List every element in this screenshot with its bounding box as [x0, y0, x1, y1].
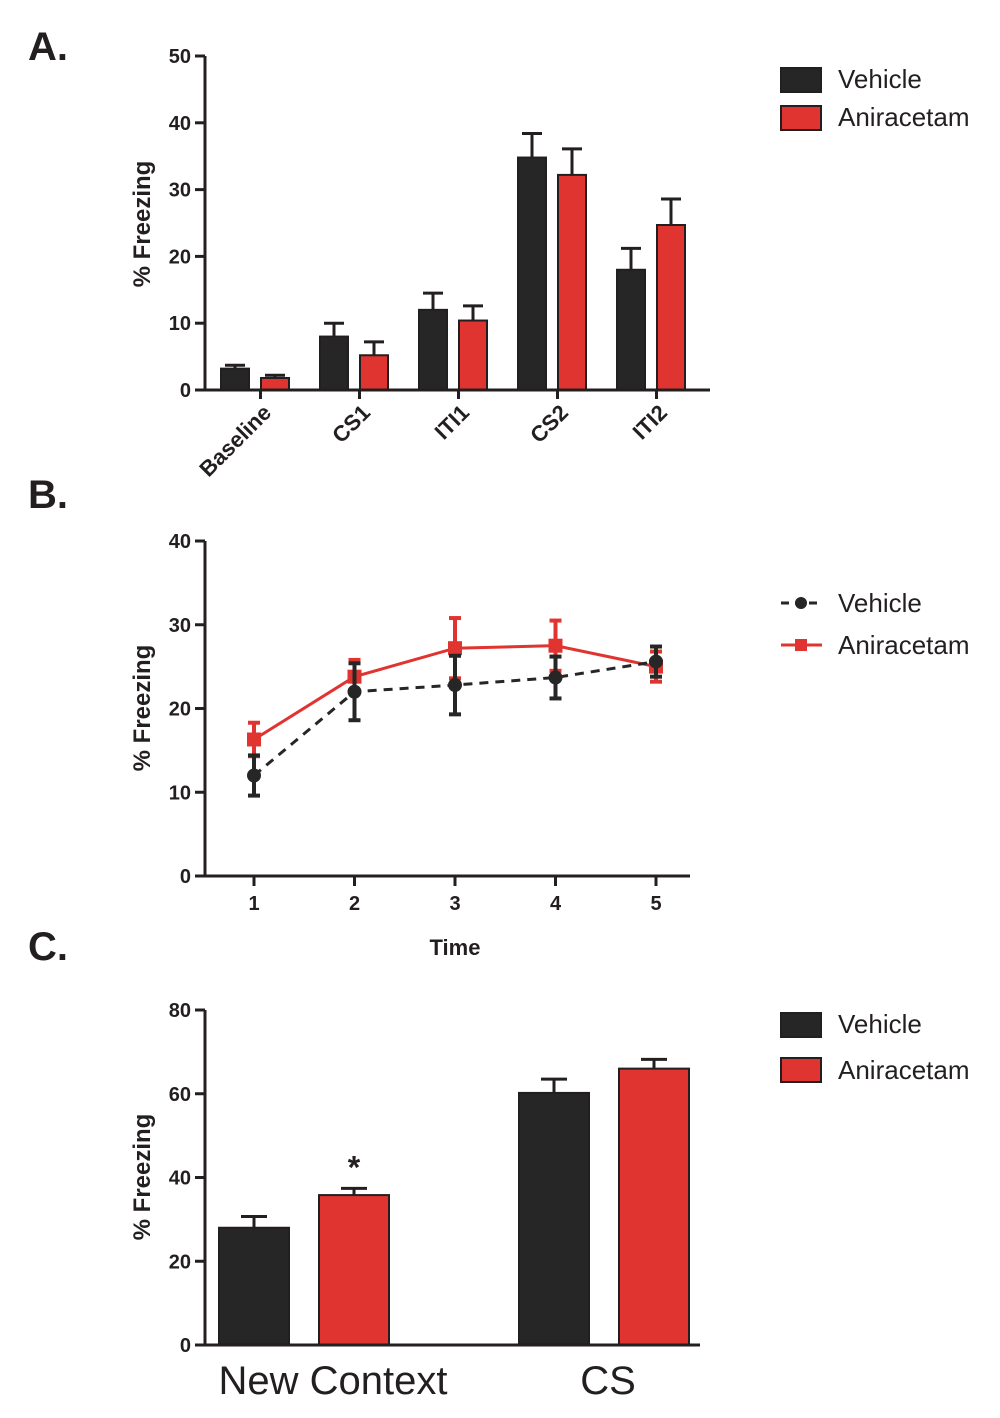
panel-c-x-tick-label-new-context: New Context: [219, 1359, 448, 1403]
panel-b-legend-label-aniracetam: Aniracetam: [838, 630, 970, 660]
panel-b-y-tick-label-0: 0: [180, 866, 191, 888]
panel-b-letter: B.: [28, 473, 68, 517]
panel-b-point-vehicle-4: [548, 670, 563, 685]
panel-c-legend-swatch-vehicle: [780, 1012, 822, 1038]
panel-a-bar-aniracetam-iti2: [656, 224, 686, 391]
panel-b-x-tick-label-3: 3: [449, 893, 460, 915]
panel-c-y-tick-label-0: 0: [180, 1335, 191, 1357]
panel-a-y-tick-label-30: 30: [169, 180, 191, 202]
panel-a-x-tick-label-baseline: Baseline: [194, 400, 276, 482]
panel-a-x-tick-label-iti2: ITI2: [628, 400, 672, 444]
panel-a-bar-vehicle-cs1: [319, 335, 349, 391]
panel-a-bar-vehicle-iti1: [418, 308, 448, 391]
panel-b-point-aniracetam-3: [448, 641, 462, 656]
panel-a-legend-label-vehicle: Vehicle: [838, 64, 922, 94]
panel-a-y-tick-label-0: 0: [180, 380, 191, 402]
panel-c-y-axis-label: % Freezing: [129, 1114, 156, 1241]
panel-c-letter: C.: [28, 925, 68, 969]
panel-a-plot-area: 0 10 20 30 40 50 Baseline CS1 ITI1 CS2 ITI2: [169, 46, 710, 482]
panel-a: A. % Freezing 0 10 20 30 40 50 Baseline CS1 ITI1…: [28, 25, 970, 482]
panel-b: B. % Freezing Time 0 10 20 30 40 1 2 3 4 5 Vehicl…: [28, 473, 970, 960]
panel-c-bar-vehicle-cs: [518, 1091, 590, 1346]
panel-c-legend-label-aniracetam: Aniracetam: [838, 1055, 970, 1085]
panel-b-legend-marker-aniracetam: [795, 639, 807, 651]
panel-b-y-axis-label: % Freezing: [129, 645, 156, 772]
panel-a-bar-aniracetam-iti1: [458, 319, 488, 392]
panel-c-x-tick-label-cs: CS: [580, 1359, 636, 1403]
panel-a-y-tick-label-20: 20: [169, 246, 191, 268]
panel-a-y-tick-label-40: 40: [169, 113, 191, 135]
panel-b-legend-label-vehicle: Vehicle: [838, 588, 922, 618]
panel-b-plot-area: 0 10 20 30 40 1 2 3 4 5: [169, 531, 690, 915]
panel-b-y-tick-label-40: 40: [169, 531, 191, 553]
panel-c-y-tick-label-40: 40: [169, 1168, 191, 1190]
panel-a-x-tick-label-cs1: CS1: [327, 400, 375, 448]
panel-b-y-tick-label-10: 10: [169, 782, 191, 804]
panel-b-x-tick-label-4: 4: [550, 893, 562, 915]
panel-b-x-tick-label-5: 5: [650, 893, 661, 915]
panel-a-bar-vehicle-baseline: [220, 367, 250, 391]
panel-b-x-axis-label: Time: [430, 935, 481, 960]
panel-a-legend-label-aniracetam: Aniracetam: [838, 102, 970, 132]
panel-c-legend: Vehicle Aniracetam: [780, 1009, 970, 1085]
panel-c-y-tick-label-20: 20: [169, 1251, 191, 1273]
panel-a-legend: Vehicle Aniracetam: [780, 64, 970, 132]
panel-b-y-tick-label-30: 30: [169, 615, 191, 637]
panel-b-legend: Vehicle Aniracetam: [781, 588, 970, 660]
panel-a-bar-vehicle-cs2: [517, 156, 547, 391]
panel-b-point-aniracetam-1: [247, 732, 261, 747]
panel-a-letter: A.: [28, 25, 68, 69]
panel-a-y-axis-label: % Freezing: [129, 161, 156, 288]
panel-b-point-vehicle-1: [247, 768, 261, 783]
panel-c-bar-aniracetam-new-context: [318, 1194, 390, 1347]
panel-b-point-vehicle-5: [649, 654, 663, 669]
panel-b-x-tick-label-1: 1: [248, 893, 259, 915]
panel-c-plot-area: 0 20 40 60 80 New Context CS *: [169, 1000, 700, 1403]
panel-c-bar-vehicle-new-context: [218, 1226, 290, 1346]
panel-a-bar-aniracetam-baseline: [260, 376, 290, 392]
panel-c-legend-swatch-aniracetam: [780, 1057, 822, 1083]
panel-a-x-tick-label-cs2: CS2: [525, 400, 573, 448]
panel-b-point-vehicle-2: [347, 684, 362, 699]
panel-a-legend-swatch-aniracetam: [780, 105, 822, 131]
panel-a-bar-aniracetam-cs2: [557, 173, 587, 391]
panel-b-legend-marker-vehicle: [795, 597, 807, 609]
panel-c-y-tick-label-60: 60: [169, 1084, 191, 1106]
panel-a-y-tick-label-50: 50: [169, 46, 191, 68]
panel-b-y-tick-label-20: 20: [169, 699, 191, 721]
panel-c-y-tick-label-80: 80: [169, 1000, 191, 1022]
panel-a-legend-swatch-vehicle: [780, 67, 822, 93]
panel-a-bar-vehicle-iti2: [616, 268, 646, 392]
panel-b-x-tick-label-2: 2: [349, 893, 360, 915]
panel-c-bar-aniracetam-cs: [618, 1067, 690, 1346]
panel-c-significance-marker: *: [348, 1149, 361, 1185]
panel-a-x-tick-label-iti1: ITI1: [430, 400, 474, 444]
panel-a-y-tick-label-10: 10: [169, 313, 191, 335]
panel-b-point-vehicle-3: [448, 678, 462, 693]
panel-c-legend-label-vehicle: Vehicle: [838, 1009, 922, 1039]
panel-b-point-aniracetam-4: [548, 638, 563, 653]
panel-c: C. % Freezing 0 20 40 60 80 New Context CS * Ve…: [28, 925, 970, 1403]
panel-a-bar-aniracetam-cs1: [359, 354, 389, 392]
